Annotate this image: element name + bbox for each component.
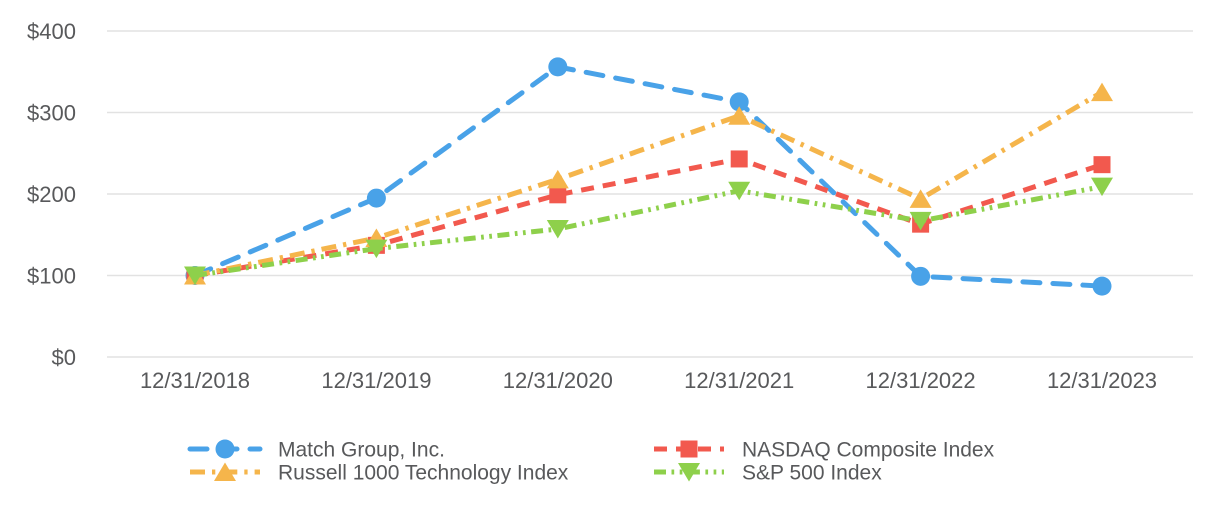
- series-marker-russell-1000-technology-index: [909, 189, 932, 208]
- legend-marker-russell-1000-technology-index: [214, 462, 236, 481]
- legend-label-russell-1000-technology-index: Russell 1000 Technology Index: [278, 462, 569, 485]
- x-tick-label: 12/31/2020: [503, 368, 613, 393]
- series-marker-nasdaq-composite-index: [730, 150, 748, 168]
- x-tick-label: 12/31/2023: [1047, 368, 1157, 393]
- series-marker-nasdaq-composite-index: [1093, 156, 1111, 174]
- series-marker-russell-1000-technology-index: [1091, 82, 1113, 102]
- series-line-match-group-inc: [192, 64, 1105, 289]
- legend-marker-nasdaq-composite-index: [680, 440, 698, 458]
- legend-label-match-group-inc: Match Group, Inc.: [278, 439, 445, 462]
- series-marker-s-p-500-index: [1091, 177, 1113, 197]
- series-line-s-p-500-index: [194, 184, 1103, 278]
- x-tick-label: 12/31/2018: [140, 368, 250, 393]
- series-marker-match-group-inc: [729, 92, 749, 112]
- series-marker-s-p-500-index: [184, 266, 206, 285]
- series-line-nasdaq-composite-index: [194, 156, 1103, 278]
- legend-label-nasdaq-composite-index: NASDAQ Composite Index: [742, 439, 995, 462]
- x-tick-label: 12/31/2021: [684, 368, 794, 393]
- series-marker-match-group-inc: [1092, 276, 1112, 296]
- series-marker-russell-1000-technology-index: [546, 169, 569, 189]
- legend-marker-match-group-inc: [215, 439, 235, 459]
- series-marker-match-group-inc: [911, 266, 931, 286]
- series-marker-s-p-500-index: [365, 239, 388, 259]
- x-tick-label: 12/31/2019: [321, 368, 431, 393]
- legend-label-s-p-500-index: S&P 500 Index: [742, 462, 882, 485]
- y-tick-label: $100: [27, 264, 76, 289]
- y-tick-label: $300: [27, 101, 76, 126]
- legend-marker-s-p-500-index: [678, 463, 700, 482]
- series-marker-s-p-500-index: [909, 211, 932, 231]
- series-marker-s-p-500-index: [728, 181, 751, 201]
- series-line-russell-1000-technology-index: [194, 89, 1104, 278]
- series-marker-match-group-inc: [548, 57, 568, 77]
- y-tick-label: $200: [27, 182, 76, 207]
- x-tick-label: 12/31/2022: [866, 368, 976, 393]
- series-marker-s-p-500-index: [546, 220, 569, 239]
- y-tick-label: $400: [27, 19, 76, 44]
- series-marker-russell-1000-technology-index: [728, 106, 751, 125]
- series-marker-nasdaq-composite-index: [549, 186, 567, 204]
- y-tick-label: $0: [52, 345, 76, 370]
- series-marker-match-group-inc: [366, 188, 386, 208]
